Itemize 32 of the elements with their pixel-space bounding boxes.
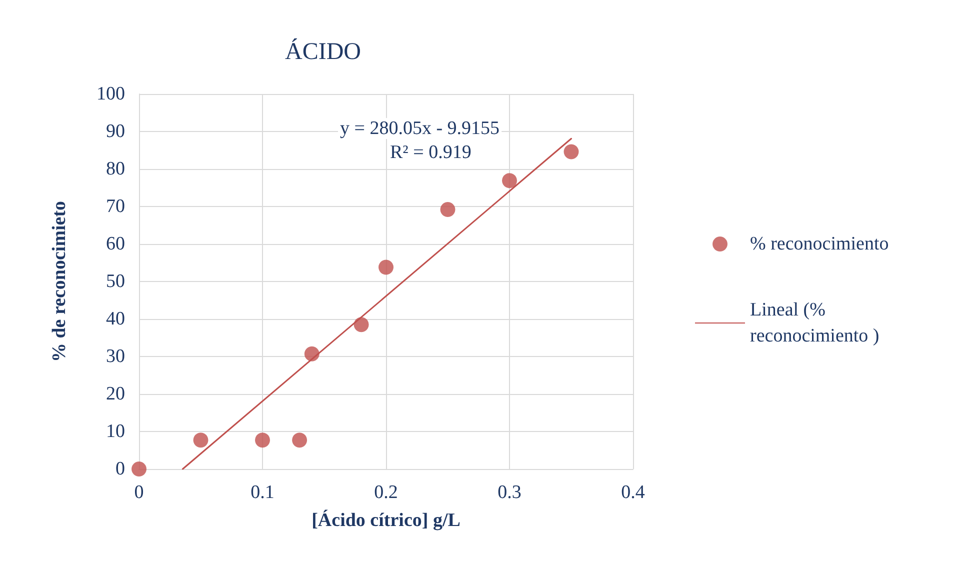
legend-label: Lineal (% reconocimiento ) (750, 300, 880, 346)
point (378, 260, 394, 275)
x-tick-label: 0.1 (250, 482, 274, 503)
point (292, 432, 308, 448)
legend-label: % reconocimiento (750, 234, 889, 254)
y-tick-label: 80 (106, 158, 125, 180)
point (502, 173, 517, 188)
point (193, 432, 208, 448)
x-tick-label: 0.4 (621, 482, 646, 503)
x-tick-label: 0.2 (374, 482, 398, 503)
y-tick-label: 50 (106, 271, 125, 292)
point (564, 144, 579, 160)
y-tick-label: 70 (106, 196, 125, 217)
y-axis-title: % de reconocimieto (49, 200, 70, 362)
y-tick-label: 90 (106, 121, 125, 142)
point (440, 202, 456, 217)
y-tick-label: 60 (106, 234, 125, 254)
point (132, 462, 146, 476)
y-tick-label: 10 (106, 421, 125, 442)
point (255, 432, 270, 448)
x-axis-title: [Ácido cítrico] g/L (312, 509, 460, 531)
y-tick-label: 40 (106, 308, 125, 330)
y-tick-label: 0 (116, 458, 125, 480)
x-tick-label: 0.3 (498, 482, 522, 503)
y-tick-label: 100 (96, 84, 125, 104)
y-tick-label: 20 (106, 384, 125, 404)
chart-title: ÁCIDO (285, 38, 361, 65)
annotation: R² = 0.919 (390, 142, 472, 163)
y-tick-label: 30 (106, 346, 125, 367)
annotation: y = 280.05x - 9.9155 (340, 118, 500, 139)
point (354, 317, 369, 332)
x-tick-label: 0 (134, 482, 144, 503)
